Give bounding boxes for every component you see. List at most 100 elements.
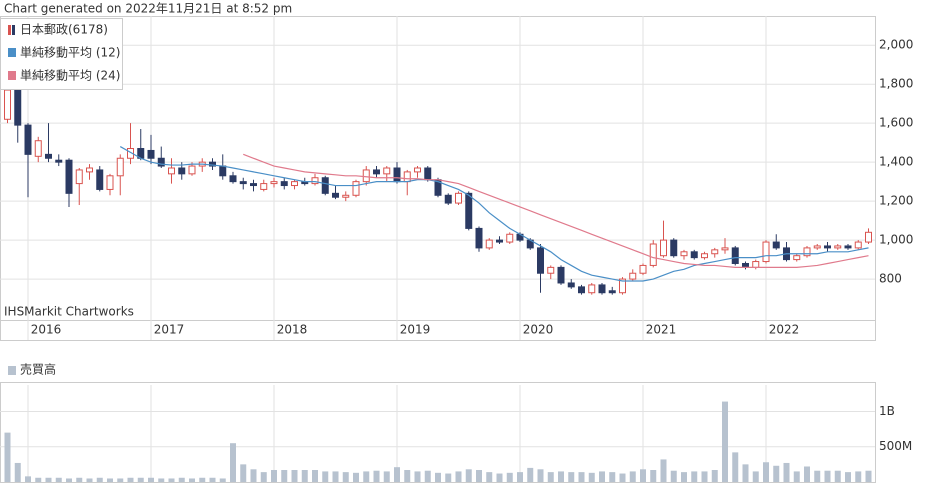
- volume-bar: [804, 466, 810, 482]
- volume-bar: [414, 471, 421, 482]
- candle-body: [506, 233, 514, 243]
- candle-body: [772, 241, 780, 249]
- volume-bar: [834, 470, 841, 482]
- candle-body: [362, 169, 370, 183]
- volume-bar: [219, 478, 226, 482]
- volume-bar: [558, 471, 564, 482]
- volume-bar: [742, 464, 749, 482]
- candle-body: [680, 251, 688, 257]
- volume-bar: [137, 477, 144, 482]
- volume-bar: [629, 471, 636, 482]
- volume-bar: [824, 470, 831, 482]
- candle-body: [670, 239, 678, 257]
- candle-body: [793, 255, 801, 261]
- legend-label: 単純移動平均 (24): [20, 69, 120, 83]
- volume-frame: [0, 382, 876, 483]
- x-tick-label: 2020: [523, 323, 554, 337]
- candle-body: [444, 194, 452, 204]
- volume-bar: [588, 472, 595, 482]
- volume-bar: [107, 478, 113, 482]
- y-tick-label: 1,200: [879, 194, 913, 208]
- volume-bar: [4, 432, 11, 482]
- volume-bar: [691, 471, 698, 482]
- x-tick-label: 2021: [646, 323, 677, 337]
- volume-bar: [271, 470, 277, 482]
- volume-bar: [640, 469, 646, 482]
- volume-bar: [394, 467, 400, 482]
- volume-bar: [363, 471, 370, 482]
- y-tick-label: 1,000: [879, 233, 913, 247]
- volume-bar: [455, 471, 462, 482]
- candle-body: [352, 181, 360, 196]
- x-tick-label: 2019: [400, 323, 431, 337]
- volume-bar: [722, 401, 728, 482]
- volume-bar: [568, 472, 575, 482]
- candle-body: [188, 165, 196, 175]
- candle-body: [578, 286, 585, 294]
- source-note: IHSMarkit Chartworks: [4, 305, 134, 319]
- y-tick-label: 1,400: [879, 155, 913, 169]
- volume-bar: [670, 470, 677, 482]
- volume-bar: [465, 469, 472, 482]
- candle-body: [168, 167, 175, 175]
- candle-body: [762, 241, 770, 263]
- legend-icon: [12, 25, 15, 35]
- volume-bar: [619, 473, 626, 482]
- y-tick-label: 1,800: [879, 77, 913, 91]
- candle-body: [260, 183, 268, 190]
- candle-body: [106, 175, 114, 190]
- legend-icon: [8, 366, 16, 375]
- candle-body: [178, 167, 186, 175]
- volume-bar: [312, 470, 318, 482]
- volume-bar: [547, 472, 554, 482]
- volume-bar: [127, 477, 134, 482]
- volume-bar: [711, 470, 718, 482]
- candle-body: [557, 266, 565, 284]
- candle-body: [86, 167, 93, 173]
- volume-bar: [373, 470, 380, 482]
- x-tick-label: 2016: [31, 323, 62, 337]
- ma-line: [119, 146, 869, 282]
- y-tick-label: 800: [879, 272, 902, 286]
- volume-title: 売買高: [20, 362, 56, 377]
- candle-body: [157, 157, 165, 167]
- volume-bar: [650, 470, 657, 482]
- candle-body: [547, 266, 555, 274]
- candle-body: [270, 181, 278, 185]
- legend-label: 単純移動平均 (12): [20, 46, 120, 60]
- candle-body: [854, 241, 862, 249]
- y-tick-label: 2,000: [879, 38, 913, 52]
- volume-bar: [517, 472, 523, 482]
- price-frame: [0, 16, 876, 341]
- ma-line: [243, 153, 869, 268]
- candle-body: [731, 247, 739, 264]
- legend-icon: [8, 71, 16, 80]
- volume-bar: [732, 452, 739, 482]
- candle-body: [332, 192, 339, 198]
- candle-body: [403, 171, 411, 183]
- candle-body: [865, 231, 872, 243]
- volume-bar: [25, 476, 31, 482]
- volume-bar: [435, 472, 441, 482]
- volume-bar: [681, 472, 687, 482]
- legend-icon: [8, 48, 16, 57]
- volume-bar: [209, 477, 216, 482]
- candle-body: [250, 183, 257, 187]
- volume-bar: [855, 471, 862, 482]
- volume-bar: [845, 472, 851, 482]
- candle-body: [116, 157, 124, 177]
- candle-body: [701, 253, 708, 259]
- volume-bar: [45, 477, 52, 482]
- legend-box: [0, 18, 123, 90]
- candle-body: [4, 89, 11, 120]
- volume-bar: [783, 462, 790, 482]
- candle-body: [311, 177, 319, 185]
- volume-bar: [353, 472, 359, 482]
- candle-body: [721, 247, 729, 251]
- candle-body: [455, 192, 462, 204]
- candle-body: [649, 243, 657, 266]
- volume-bar: [496, 473, 503, 482]
- volume-bar: [240, 464, 247, 482]
- volume-bar: [55, 477, 62, 482]
